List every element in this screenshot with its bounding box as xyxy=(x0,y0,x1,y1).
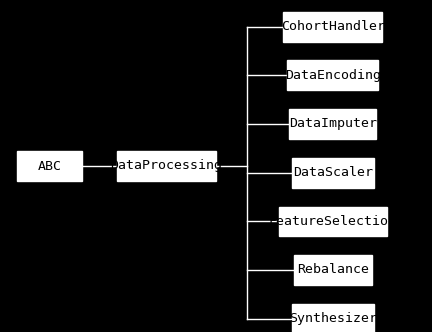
FancyBboxPatch shape xyxy=(283,12,382,42)
FancyBboxPatch shape xyxy=(17,151,82,181)
Text: ABC: ABC xyxy=(38,159,62,173)
Text: Rebalance: Rebalance xyxy=(297,263,368,277)
FancyBboxPatch shape xyxy=(292,158,374,188)
FancyBboxPatch shape xyxy=(292,304,374,332)
Text: CohortHandler: CohortHandler xyxy=(281,20,384,33)
Text: DataProcessing: DataProcessing xyxy=(110,159,222,173)
Text: DataScaler: DataScaler xyxy=(292,166,373,179)
FancyBboxPatch shape xyxy=(279,207,387,236)
FancyBboxPatch shape xyxy=(287,60,378,90)
FancyBboxPatch shape xyxy=(289,109,376,139)
Text: Synthesizer: Synthesizer xyxy=(289,312,377,325)
FancyBboxPatch shape xyxy=(117,151,216,181)
FancyBboxPatch shape xyxy=(294,255,372,285)
Text: DataEncoding: DataEncoding xyxy=(285,69,381,82)
Text: DataImputer: DataImputer xyxy=(289,117,377,130)
Text: FeatureSelection: FeatureSelection xyxy=(269,215,397,228)
